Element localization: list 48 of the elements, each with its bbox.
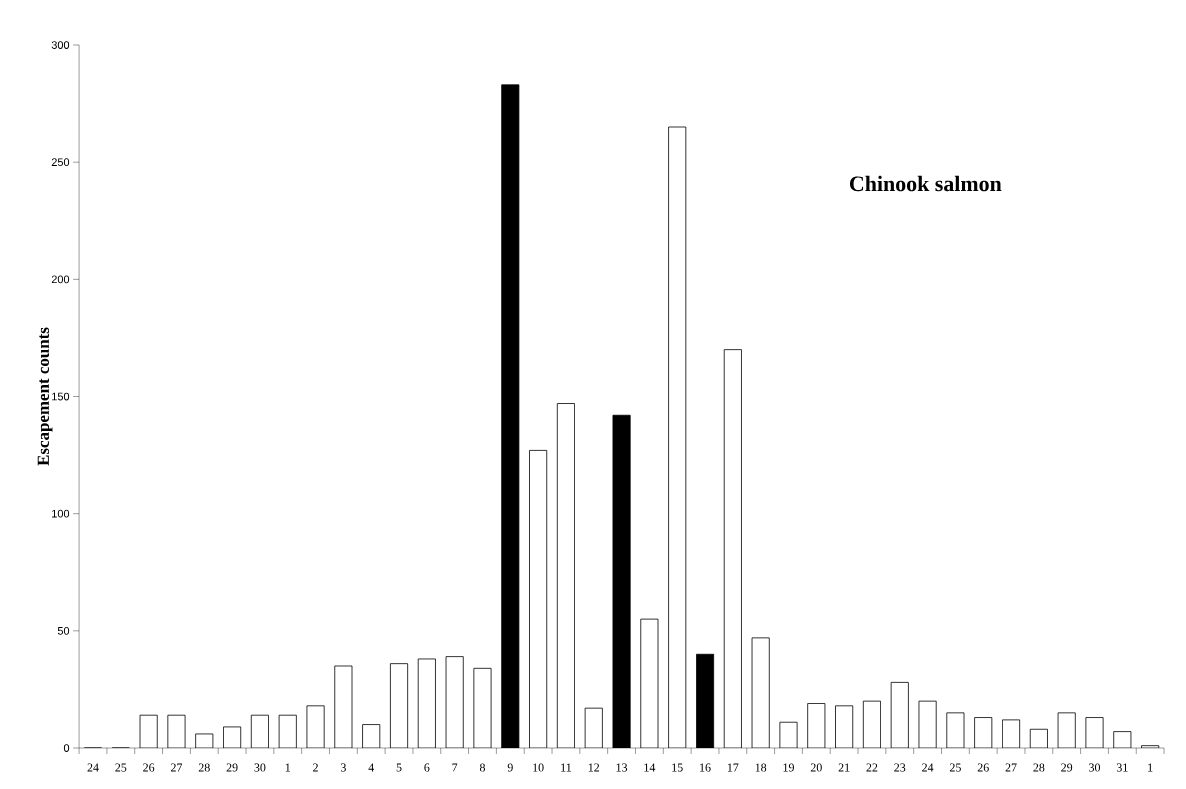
x-tick-label: 28 [198,763,210,772]
x-tick-label: 9 [507,763,513,772]
x-tick-label: 4 [368,763,374,772]
x-tick-label: 27 [171,763,183,772]
x-tick-label: 29 [1061,763,1073,772]
text: Chinook salmon [850,175,1002,192]
x-tick-label: 1 [1148,763,1153,772]
x-tick-label: 25 [949,763,961,772]
x-tick-label: 12 [588,763,600,772]
x-tick-label: 11 [561,763,571,772]
x-tick-label: 31 [1116,763,1128,772]
y-tick-label: 150 [52,392,70,401]
x-tick-label: 29 [226,763,238,772]
x-tick-label: 23 [894,763,906,772]
x-tick-label: 2 [313,763,318,772]
x-tick-label: 24 [922,763,934,772]
x-tick-label: 25 [115,763,127,772]
y-tick-label: 0 [63,744,70,752]
y-tick-label: 50 [57,626,70,635]
x-tick-label: 8 [479,763,485,772]
x-tick-label: 27 [1005,763,1017,772]
x-tick-label: 30 [254,763,266,772]
x-tick-label: 19 [783,763,794,772]
y-tick-label: 250 [51,158,70,167]
x-tick-label: 10 [533,763,544,772]
y-tick-label: 200 [51,275,70,284]
x-tick-label: 20 [810,763,822,772]
x-tick-label: 28 [1033,763,1045,772]
x-tick-label: 17 [727,763,739,772]
x-tick-label: 16 [700,763,711,772]
x-tick-label: 26 [977,763,989,772]
x-tick-label: 5 [396,763,402,772]
y-tick-label: 100 [52,509,70,518]
x-tick-label: 7 [452,763,458,772]
x-tick-label: 1 [285,763,291,772]
x-tick-label: 30 [1089,763,1101,772]
x-tick-label: 24 [87,763,99,772]
y-tick-label: 300 [51,41,70,49]
x-tick-label: 21 [838,763,850,772]
x-tick-label: 6 [424,763,430,772]
x-tick-label: 14 [644,763,656,772]
x-tick-label: 3 [340,763,346,772]
x-tick-label: 26 [143,763,155,772]
x-tick-label: 13 [616,763,628,772]
x-tick-label: 18 [755,763,767,772]
x-tick-label: 15 [672,763,683,772]
x-tick-label: 22 [866,763,878,772]
y-axis-title: Escapement counts [37,327,53,466]
